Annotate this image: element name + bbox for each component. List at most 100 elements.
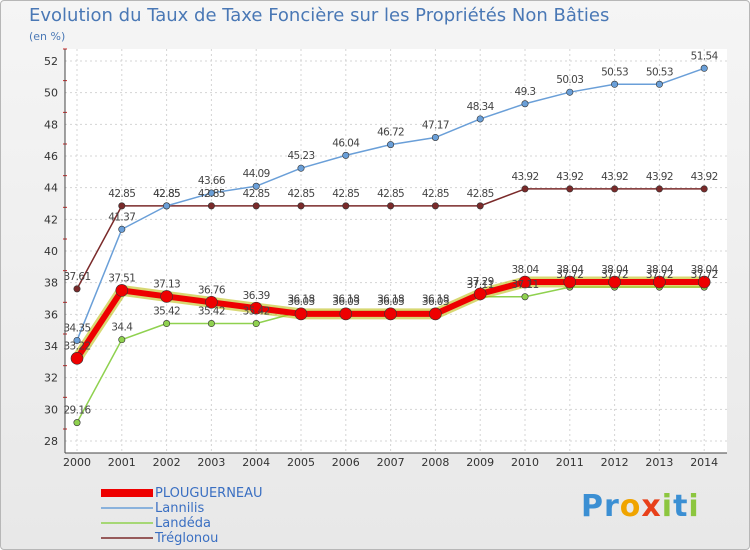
data-label-treglonou: 42.85 <box>467 188 494 200</box>
logo-letter: i <box>661 489 674 524</box>
data-label-plouguerneau: 36.76 <box>198 284 226 296</box>
data-point-lannilis <box>297 164 305 172</box>
data-label-plouguerneau: 37.13 <box>153 278 180 290</box>
data-label-treglonou: 43.92 <box>646 171 673 183</box>
data-point-plouguerneau <box>429 307 442 321</box>
y-tick-label: 40 <box>44 245 58 258</box>
data-point-landeda <box>207 320 215 328</box>
data-point-treglonou <box>297 202 305 210</box>
data-label-lannilis: 42.85 <box>153 188 180 200</box>
legend-label-treglonou: Tréglonou <box>155 531 219 546</box>
y-tick-label: 34 <box>44 340 58 353</box>
data-point-treglonou <box>118 202 126 210</box>
data-label-landeda: 35.42 <box>153 306 180 318</box>
y-axis-unit: (en %) <box>29 30 66 43</box>
data-point-plouguerneau <box>115 284 129 297</box>
data-label-lannilis: 43.66 <box>198 175 226 187</box>
data-label-plouguerneau: 36.03 <box>377 296 404 308</box>
data-point-lannilis <box>566 88 574 96</box>
data-label-plouguerneau: 36.39 <box>243 290 270 302</box>
y-tick-label: 46 <box>44 150 58 163</box>
data-label-plouguerneau: 37.29 <box>467 276 494 288</box>
x-tick-label: 2009 <box>466 456 494 469</box>
proxiti-logo: Proxiti <box>581 489 700 524</box>
data-point-plouguerneau <box>563 275 577 289</box>
data-point-plouguerneau <box>697 275 711 289</box>
data-label-plouguerneau: 36.03 <box>287 296 314 308</box>
data-label-treglonou: 42.85 <box>332 188 359 200</box>
data-label-treglonou: 42.85 <box>153 188 180 200</box>
data-label-lannilis: 48.34 <box>467 101 495 113</box>
x-tick-label: 2013 <box>645 456 673 469</box>
x-tick-label: 2003 <box>197 456 225 469</box>
data-label-lannilis: 34.35 <box>63 322 90 334</box>
data-label-lannilis: 50.53 <box>601 66 628 78</box>
data-point-plouguerneau <box>608 275 621 289</box>
x-tick-label: 2005 <box>287 456 315 469</box>
data-label-landeda: 36.18 <box>377 293 404 305</box>
data-label-landeda: 37.72 <box>646 269 673 281</box>
data-point-treglonou <box>252 202 260 210</box>
data-point-lannilis <box>387 141 395 149</box>
data-point-plouguerneau <box>653 275 666 289</box>
legend-label-lannilis: Lannilis <box>155 501 205 516</box>
data-label-landeda: 29.16 <box>63 405 91 417</box>
data-point-lannilis <box>163 202 171 210</box>
logo-letter: x <box>641 489 662 524</box>
data-label-lannilis: 44.09 <box>243 168 270 180</box>
data-point-plouguerneau <box>249 301 263 315</box>
logo-letter: o <box>619 489 642 524</box>
data-label-landeda: 37.72 <box>601 269 628 281</box>
data-point-landeda <box>73 419 81 427</box>
data-point-plouguerneau <box>384 307 397 321</box>
data-label-treglonou: 43.92 <box>556 171 583 183</box>
y-tick-label: 50 <box>44 87 58 100</box>
data-label-landeda: 36.18 <box>422 293 449 305</box>
x-tick-label: 2008 <box>421 456 449 469</box>
logo-letter: i <box>688 489 700 524</box>
y-tick-label: 32 <box>44 372 58 385</box>
x-tick-label: 2001 <box>108 456 136 469</box>
data-point-plouguerneau <box>473 287 487 301</box>
data-label-plouguerneau: 37.51 <box>108 272 135 284</box>
data-point-treglonou <box>611 185 619 193</box>
y-tick-label: 30 <box>44 403 58 416</box>
data-label-landeda: 36.18 <box>287 293 314 305</box>
data-point-lannilis <box>611 80 619 88</box>
data-point-landeda <box>521 293 529 301</box>
y-tick-label: 38 <box>44 277 58 290</box>
data-point-treglonou <box>431 202 439 210</box>
data-label-landeda: 37.11 <box>511 279 538 291</box>
logo-letter: r <box>604 489 620 524</box>
data-label-landeda: 37.72 <box>691 269 718 281</box>
data-point-plouguerneau <box>205 295 218 309</box>
data-point-lannilis <box>521 100 529 108</box>
data-point-landeda <box>163 320 171 328</box>
data-point-plouguerneau <box>339 307 353 321</box>
y-tick-label: 44 <box>44 182 58 195</box>
y-tick-label: 36 <box>44 308 58 321</box>
chart-title: Evolution du Taux de Taxe Foncière sur l… <box>29 5 610 26</box>
data-point-lannilis <box>207 189 215 197</box>
x-tick-label: 2004 <box>242 456 270 469</box>
data-label-plouguerneau: 36.03 <box>332 296 359 308</box>
data-point-lannilis <box>118 225 126 233</box>
data-point-treglonou <box>700 185 708 193</box>
x-tick-label: 2006 <box>332 456 360 469</box>
y-tick-label: 48 <box>44 118 58 131</box>
data-label-plouguerneau: 38.04 <box>646 264 674 276</box>
data-label-lannilis: 46.04 <box>332 137 360 149</box>
data-label-plouguerneau: 38.04 <box>601 264 629 276</box>
data-label-treglonou: 43.92 <box>691 171 718 183</box>
x-tick-label: 2011 <box>556 456 584 469</box>
data-label-treglonou: 42.85 <box>243 188 270 200</box>
data-label-lannilis: 45.23 <box>287 150 314 162</box>
data-label-lannilis: 49.3 <box>515 86 536 98</box>
data-point-landeda <box>118 336 126 344</box>
data-label-lannilis: 46.72 <box>377 127 404 139</box>
data-label-plouguerneau: 33.22 <box>63 340 90 352</box>
data-point-treglonou <box>342 202 350 210</box>
data-label-lannilis: 50.03 <box>556 74 583 86</box>
data-label-treglonou: 42.85 <box>108 188 135 200</box>
